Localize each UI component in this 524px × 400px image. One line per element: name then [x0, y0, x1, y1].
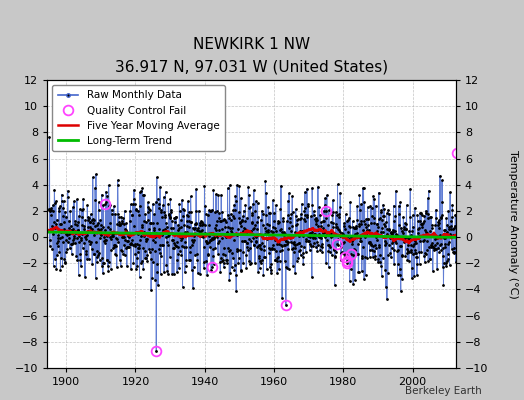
Legend: Raw Monthly Data, Quality Control Fail, Five Year Moving Average, Long-Term Tren: Raw Monthly Data, Quality Control Fail, …: [52, 85, 225, 151]
Text: Berkeley Earth: Berkeley Earth: [406, 386, 482, 396]
Title: NEWKIRK 1 NW
36.917 N, 97.031 W (United States): NEWKIRK 1 NW 36.917 N, 97.031 W (United …: [115, 38, 388, 75]
Y-axis label: Temperature Anomaly (°C): Temperature Anomaly (°C): [508, 150, 518, 298]
